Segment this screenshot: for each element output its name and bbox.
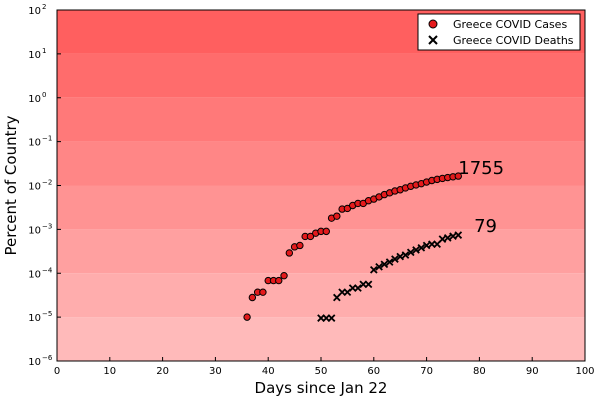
deaths-point	[391, 255, 399, 263]
background-band	[57, 317, 585, 361]
deaths-point	[354, 284, 362, 292]
x-axis-label: Days since Jan 22	[255, 379, 388, 397]
deaths-point	[401, 251, 410, 259]
cases-point	[275, 276, 283, 285]
deaths-point	[422, 241, 431, 250]
x-tick-label: 100	[575, 366, 594, 377]
deaths-point	[454, 231, 463, 239]
legend-label-deaths: Greece COVID Deaths	[453, 34, 574, 47]
annotations: 1755 79	[458, 158, 504, 237]
deaths-point	[396, 252, 405, 261]
x-tick-label: 30	[209, 366, 222, 377]
cases-point	[285, 249, 294, 257]
y-tick-exponent: 2	[42, 3, 46, 11]
cases-point	[306, 232, 315, 241]
cases-point	[322, 227, 330, 236]
data-marks	[243, 172, 463, 322]
cases-point	[243, 313, 251, 321]
y-tick-label: 10	[28, 269, 41, 280]
y-tick-exponent: −1	[42, 135, 52, 143]
deaths-point	[375, 263, 383, 271]
background-band	[57, 185, 585, 230]
y-tick-label: 10	[28, 6, 41, 17]
x-tick-label: 10	[103, 366, 116, 377]
y-tick-exponent: −6	[42, 354, 53, 362]
deaths-point	[443, 234, 452, 242]
deaths-point	[364, 280, 373, 289]
legend-label-cases: Greece COVID Cases	[453, 18, 567, 31]
cases-point	[280, 271, 288, 280]
y-axis-label: Percent of Country	[2, 115, 20, 255]
legend-marker-deaths	[428, 35, 438, 45]
x-tick-label: 40	[262, 366, 275, 377]
cases-point	[296, 241, 304, 250]
y-tick-exponent: 0	[42, 91, 46, 99]
deaths-point	[438, 235, 447, 243]
y-tick-exponent: −5	[42, 310, 52, 318]
background-band	[57, 229, 585, 274]
background-band	[57, 53, 585, 98]
deaths-point	[327, 314, 336, 322]
y-tick-label: 10	[28, 94, 41, 105]
background-band	[57, 97, 585, 142]
background-bands	[57, 10, 585, 361]
x-tick-label: 70	[420, 366, 433, 377]
x-tick-label: 60	[367, 366, 380, 377]
background-band	[57, 273, 585, 318]
cases-point	[454, 172, 462, 180]
deaths-point	[417, 243, 426, 252]
deaths-point	[369, 265, 378, 274]
deaths-point	[385, 258, 394, 266]
annotation-label: 1755	[458, 158, 504, 179]
cases-point	[333, 212, 341, 220]
x-tick-label: 0	[54, 366, 60, 377]
cases-point	[259, 288, 267, 296]
y-tick-exponent: 1	[42, 47, 46, 55]
y-tick-label: 10	[28, 182, 41, 193]
y-tick-label: 10	[28, 138, 41, 149]
y-tick-exponent: −4	[42, 266, 53, 274]
y-tick-label: 10	[28, 50, 41, 61]
y-tick-exponent: −3	[42, 222, 52, 230]
annotation-label: 79	[474, 216, 497, 237]
plot-frame	[56, 9, 586, 362]
x-tick-label: 50	[315, 366, 328, 377]
deaths-point	[380, 260, 389, 269]
x-axis: 0 10 20 30 40 50 60 70 80 90 100	[54, 357, 595, 377]
legend: Greece COVID Cases Greece COVID Deaths	[417, 13, 581, 51]
deaths-point	[406, 248, 415, 257]
background-band	[57, 141, 585, 186]
legend-box	[417, 13, 581, 51]
cases-point	[248, 293, 257, 302]
y-tick-exponent: −2	[42, 179, 52, 187]
y-tick-label: 10	[28, 313, 41, 324]
legend-marker-cases	[428, 19, 438, 29]
x-tick-label: 80	[473, 366, 486, 377]
y-tick-label: 10	[28, 357, 41, 368]
deaths-point	[412, 246, 420, 254]
x-tick-label: 20	[156, 366, 169, 377]
y-tick-label: 10	[28, 225, 41, 236]
x-tick-label: 90	[526, 366, 539, 377]
